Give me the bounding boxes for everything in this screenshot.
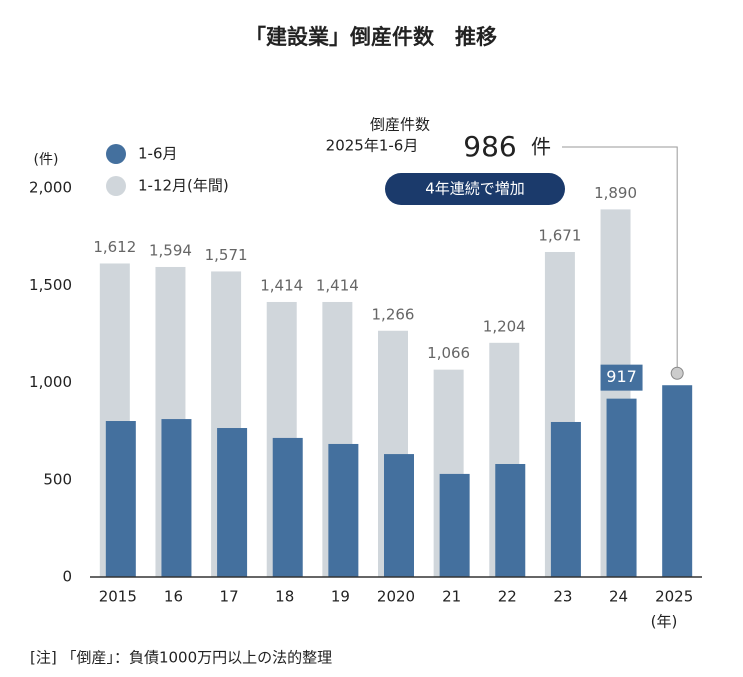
bar — [105, 421, 136, 577]
value-label: 917 — [606, 367, 637, 386]
x-tick-label: 18 — [275, 588, 294, 606]
value-label: 1,066 — [427, 344, 470, 362]
badge-text: 4年連続で増加 — [425, 180, 525, 198]
value-label: 1,204 — [483, 317, 526, 335]
y-tick-label: 2,000 — [29, 179, 72, 197]
connector-dot — [670, 366, 684, 380]
y-tick-label: 500 — [43, 470, 72, 488]
annotation-value: 986 — [463, 130, 516, 163]
y-tick-label: 1,500 — [29, 276, 72, 294]
bar — [550, 421, 581, 577]
x-tick-label: 2025 — [655, 588, 693, 606]
value-label: 1,594 — [149, 241, 192, 259]
x-tick-label: 2015 — [99, 588, 137, 606]
value-label: 1,414 — [316, 276, 359, 294]
legend-swatch — [106, 144, 126, 164]
bar — [439, 473, 470, 577]
connector — [562, 146, 678, 374]
x-tick-label: 24 — [609, 588, 628, 606]
value-label: 1,266 — [372, 305, 415, 323]
legend-label: 1-12月(年間) — [138, 177, 229, 195]
x-tick-label: 23 — [553, 588, 572, 606]
bar — [328, 443, 359, 577]
x-tick-label: 2020 — [377, 588, 415, 606]
value-label: 1,571 — [205, 246, 248, 264]
annotation-unit: 件 — [531, 135, 551, 159]
value-label: 1,414 — [260, 276, 303, 294]
value-label: 1,890 — [594, 184, 637, 202]
value-label-box — [600, 364, 643, 391]
x-tick-label: 19 — [331, 588, 350, 606]
value-label: 1,612 — [93, 238, 136, 256]
badge — [385, 173, 565, 205]
bar — [217, 428, 248, 577]
x-unit: (年) — [651, 613, 678, 631]
annotation-line: 倒産件数 — [370, 116, 430, 134]
value-label: 1,671 — [538, 226, 581, 244]
bar — [272, 437, 303, 577]
bar — [606, 398, 637, 577]
legend-label: 1-6月 — [138, 145, 178, 163]
y-tick-label: 0 — [62, 568, 72, 586]
bar — [495, 463, 526, 577]
legend-swatch — [106, 176, 126, 196]
chart-title: 「建設業」倒産件数 推移 — [245, 25, 497, 49]
y-unit: (件) — [34, 152, 59, 168]
y-tick-label: 1,000 — [29, 373, 72, 391]
x-tick-label: 16 — [164, 588, 183, 606]
bar — [384, 454, 414, 577]
bar — [662, 385, 693, 577]
note: [注] 「倒産」：負債1000万円以上の法的整理 — [30, 649, 332, 667]
x-tick-label: 21 — [442, 588, 461, 606]
x-tick-label: 22 — [498, 588, 517, 606]
annotation-line: 2025年1-6月 — [326, 137, 419, 155]
x-tick-label: 17 — [220, 588, 239, 606]
bar — [161, 419, 192, 577]
